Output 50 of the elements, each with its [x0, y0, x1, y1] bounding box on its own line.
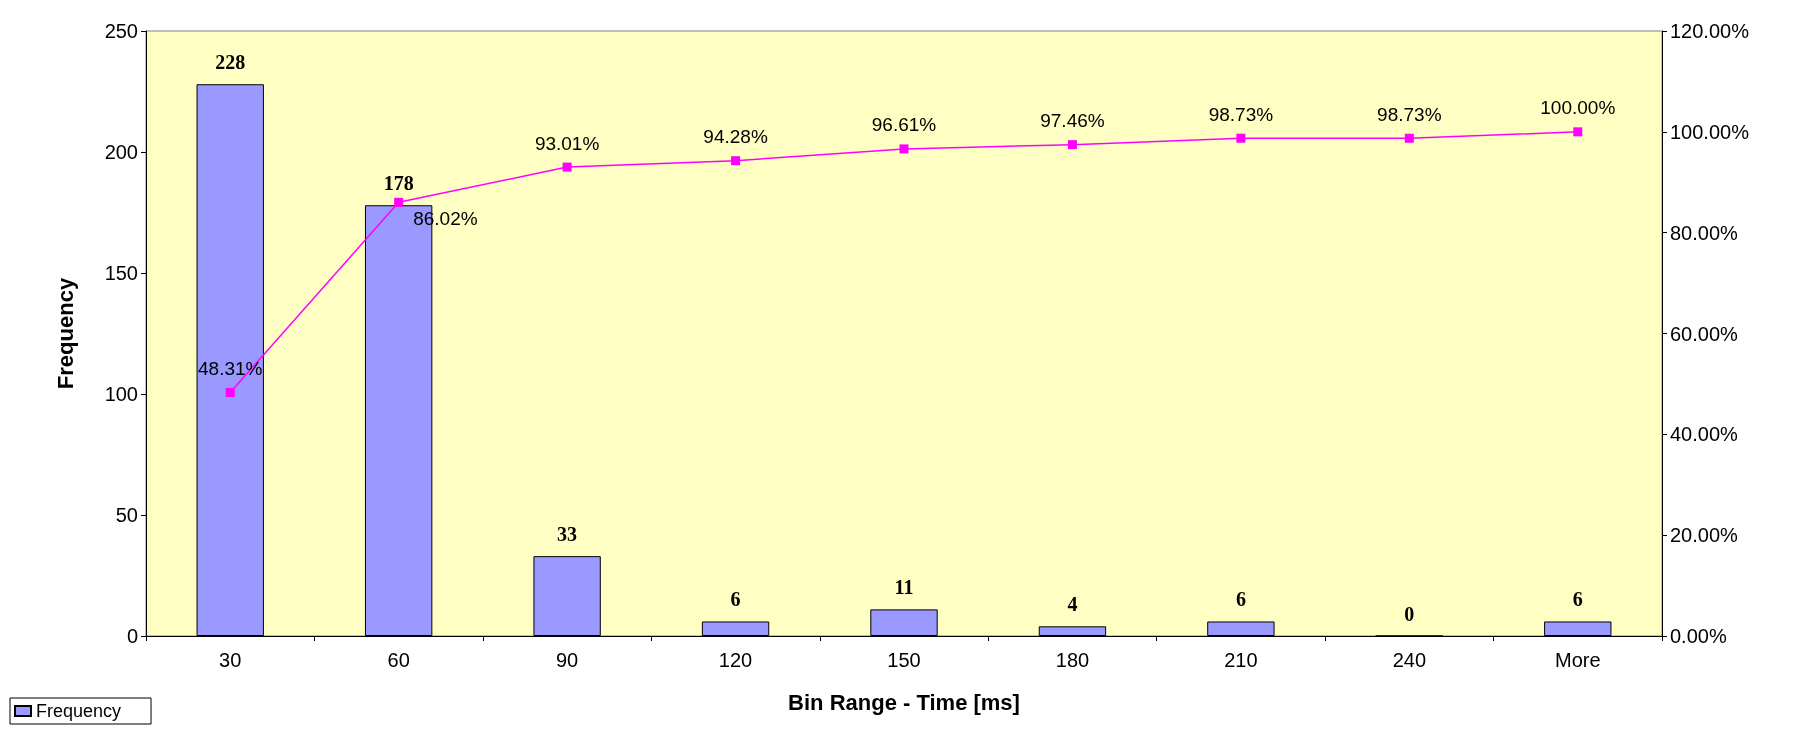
data-label: 93.01%	[534, 132, 600, 154]
x-tick-label: 180	[1055, 649, 1090, 671]
data-label: 98.73%	[1377, 103, 1442, 125]
data-label: 100.00%	[1540, 97, 1616, 119]
data-label: 0	[1404, 602, 1415, 625]
y2-tick-label: 0.00%	[1670, 625, 1727, 647]
x-tick-label: 120	[718, 649, 753, 671]
data-label: 97.46%	[1040, 110, 1105, 132]
data-label: 33	[557, 523, 578, 546]
x-tick-label: 240	[1392, 649, 1427, 671]
y2-tick-label: 100.00%	[1670, 120, 1750, 143]
point	[1573, 127, 1583, 137]
point	[562, 162, 572, 172]
point	[394, 197, 404, 207]
legend-label: Frequency	[36, 701, 122, 721]
data-label: 98.73%	[1208, 103, 1274, 125]
y-tick-label: 50	[115, 504, 138, 526]
y-tick-label: 0	[126, 625, 138, 647]
point	[225, 387, 235, 397]
x-tick-label: 60	[387, 649, 410, 671]
point	[1067, 140, 1077, 150]
y-tick-label: 100	[104, 383, 138, 405]
point	[899, 144, 909, 154]
point	[731, 156, 741, 166]
y2-tick-label: 80.00%	[1670, 221, 1739, 244]
data-label: 4	[1067, 593, 1078, 616]
x-tick-label: More	[1554, 649, 1601, 671]
y2-tick-label: 60.00%	[1670, 322, 1739, 345]
y-tick-label: 200	[104, 141, 138, 163]
data-label: 94.28%	[703, 126, 768, 148]
data-label: 11	[894, 576, 914, 599]
data-label: 96.61%	[871, 114, 937, 136]
data-label: 178	[383, 172, 414, 195]
y2-tick-label: 40.00%	[1670, 423, 1739, 446]
point	[1404, 133, 1414, 143]
x-tick-label: 210	[1224, 649, 1258, 671]
x-tick-label: 90	[555, 649, 579, 671]
x-axis-title: Bin Range - Time [ms]	[788, 689, 1020, 715]
point	[1236, 133, 1246, 143]
y-tick-label: 150	[104, 262, 138, 284]
data-label: 6	[1572, 588, 1583, 611]
y2-tick-label: 120.00%	[1670, 20, 1750, 42]
y2-tick-label: 20.00%	[1670, 524, 1739, 547]
x-tick-label: 150	[887, 649, 921, 671]
x-tick-label: 30	[219, 649, 242, 671]
data-label: 228	[215, 51, 246, 74]
y-tick-label: 250	[104, 20, 138, 42]
data-label: 6	[1235, 588, 1246, 611]
y-axis-title: Frequency	[52, 277, 78, 390]
data-label: 6	[730, 588, 741, 611]
